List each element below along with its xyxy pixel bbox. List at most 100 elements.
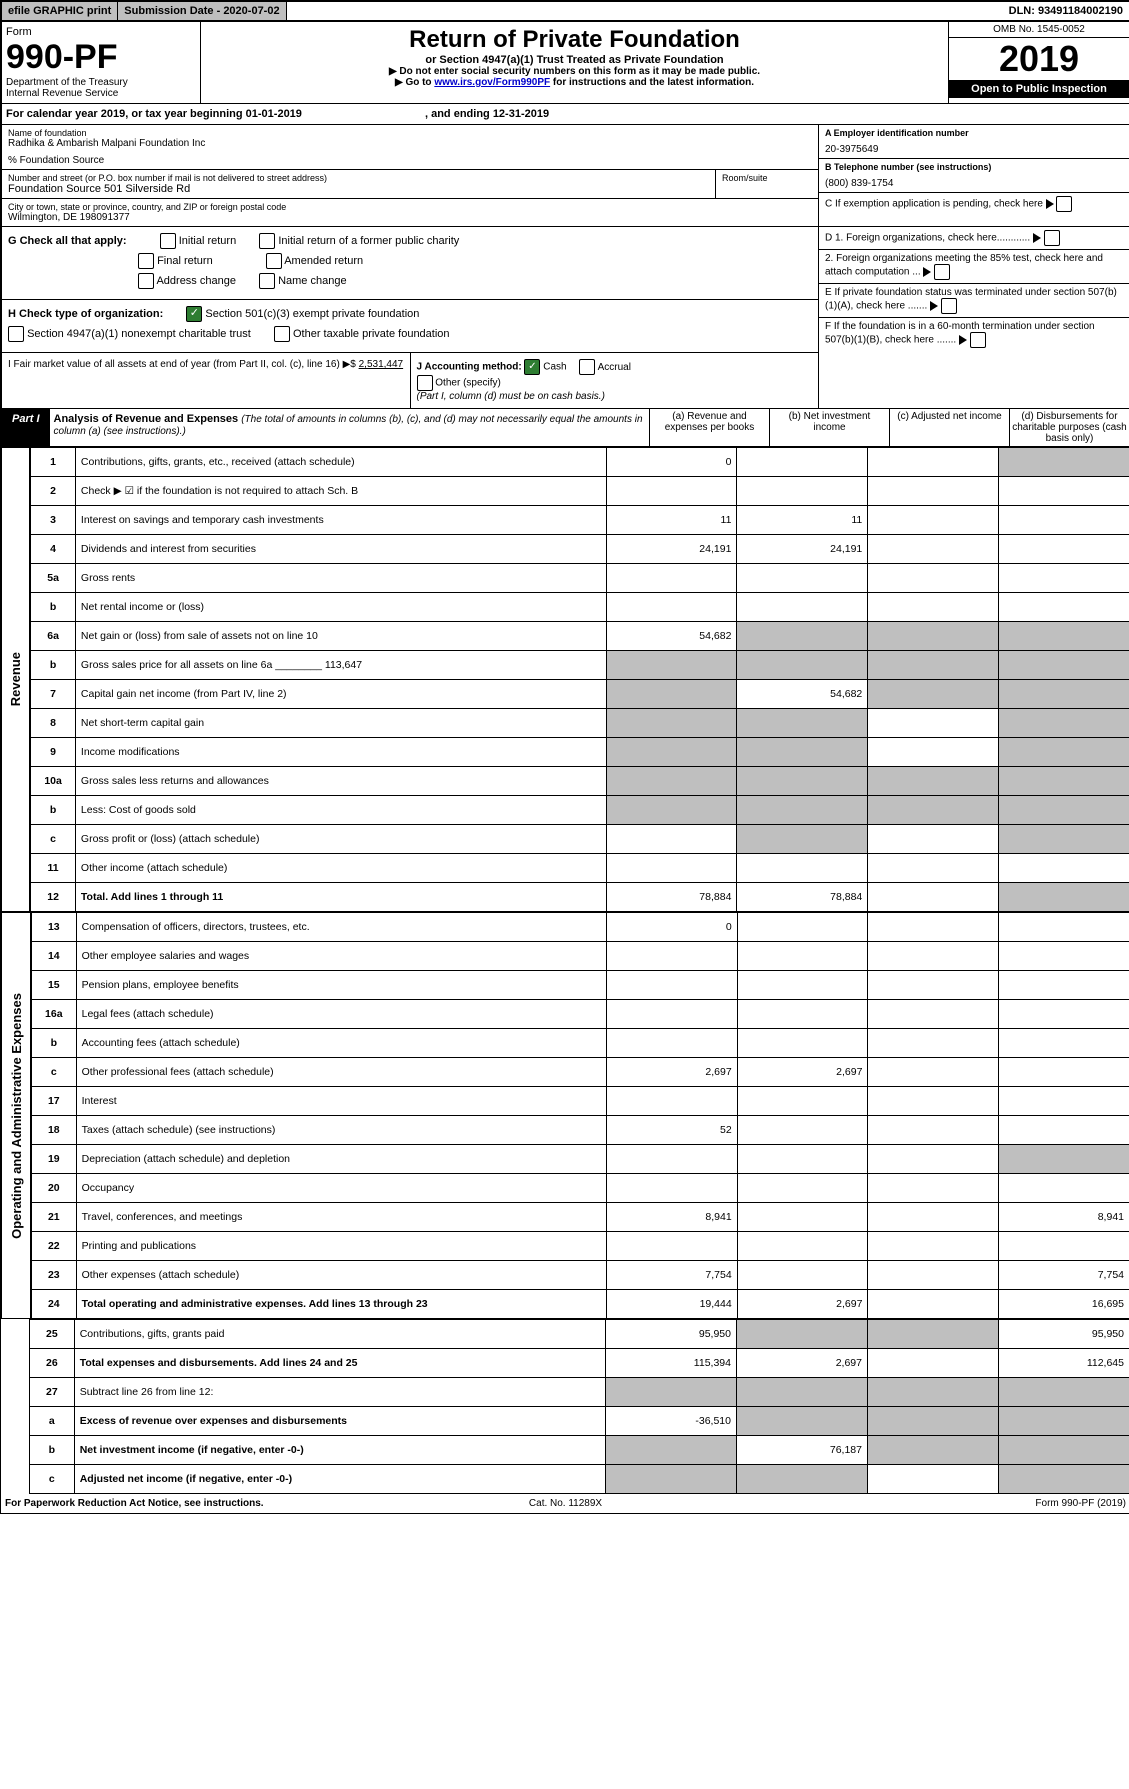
chk-initial[interactable] [160, 233, 176, 249]
chk-other-method[interactable] [417, 375, 433, 391]
phone-cell: B Telephone number (see instructions) (8… [819, 159, 1129, 193]
city-cell: City or town, state or province, country… [2, 199, 818, 226]
table-row: 4Dividends and interest from securities2… [31, 535, 1129, 564]
table-row: bLess: Cost of goods sold [31, 796, 1129, 825]
calendar-year-row: For calendar year 2019, or tax year begi… [1, 104, 1129, 125]
header-left: Form 990-PF Department of the Treasury I… [2, 22, 201, 103]
revenue-label: Revenue [1, 447, 30, 912]
note-goto: ▶ Go to www.irs.gov/Form990PF for instru… [205, 77, 944, 88]
table-row: 17Interest [32, 1087, 1129, 1116]
form-header: Form 990-PF Department of the Treasury I… [1, 21, 1129, 104]
chk-other-tax[interactable] [274, 326, 290, 342]
table-row: 3Interest on savings and temporary cash … [31, 506, 1129, 535]
paperwork-notice: For Paperwork Reduction Act Notice, see … [5, 1498, 379, 1509]
omb-number: OMB No. 1545-0052 [949, 22, 1129, 38]
chk-accrual[interactable] [579, 359, 595, 375]
chk-501c3[interactable]: ✓ [186, 306, 202, 322]
entity-info: Name of foundation Radhika & Ambarish Ma… [1, 125, 1129, 227]
table-row: 14Other employee salaries and wages [32, 942, 1129, 971]
ein-cell: A Employer identification number 20-3975… [819, 125, 1129, 159]
d2-cell: 2. Foreign organizations meeting the 85%… [819, 250, 1129, 284]
irs-link[interactable]: www.irs.gov/Form990PF [434, 77, 550, 88]
table-row: bNet rental income or (loss) [31, 593, 1129, 622]
table-row: 6aNet gain or (loss) from sale of assets… [31, 622, 1129, 651]
table-row: 5aGross rents [31, 564, 1129, 593]
f-cell: F If the foundation is in a 60-month ter… [819, 318, 1129, 351]
col-d: (d) Disbursements for charitable purpose… [1010, 409, 1129, 446]
checkbox-c[interactable] [1056, 196, 1072, 212]
header-right: OMB No. 1545-0052 2019 Open to Public In… [948, 22, 1129, 103]
col-a: (a) Revenue and expenses per books [650, 409, 770, 446]
revenue-table: 1Contributions, gifts, grants, etc., rec… [30, 447, 1129, 912]
footer: For Paperwork Reduction Act Notice, see … [1, 1494, 1129, 1513]
table-row: 12Total. Add lines 1 through 1178,88478,… [31, 883, 1129, 912]
table-row: 16aLegal fees (attach schedule) [32, 1000, 1129, 1029]
open-inspection: Open to Public Inspection [949, 80, 1129, 98]
part1-header: Part I Analysis of Revenue and Expenses … [1, 409, 1129, 447]
chk-d1[interactable] [1044, 230, 1060, 246]
section-g-through-f: G Check all that apply: Initial return I… [1, 227, 1129, 409]
table-row: cGross profit or (loss) (attach schedule… [31, 825, 1129, 854]
col-b: (b) Net investment income [770, 409, 890, 446]
table-row: aExcess of revenue over expenses and dis… [30, 1407, 1129, 1436]
table-row: 10aGross sales less returns and allowanc… [31, 767, 1129, 796]
top-bar: efile GRAPHIC print Submission Date - 20… [1, 1, 1129, 21]
tax-year: 2019 [949, 38, 1129, 80]
table-row: bAccounting fees (attach schedule) [32, 1029, 1129, 1058]
table-row: 20Occupancy [32, 1174, 1129, 1203]
expenses-section: Operating and Administrative Expenses 13… [1, 912, 1129, 1319]
table-row: 8Net short-term capital gain [31, 709, 1129, 738]
table-row: bGross sales price for all assets on lin… [31, 651, 1129, 680]
chk-former[interactable] [259, 233, 275, 249]
table-row: 25Contributions, gifts, grants paid95,95… [30, 1320, 1129, 1349]
form-number: 990-PF [6, 38, 196, 77]
table-row: cOther professional fees (attach schedul… [32, 1058, 1129, 1087]
part1-tag: Part I [2, 409, 50, 446]
chk-d2[interactable] [934, 264, 950, 280]
address-row: Number and street (or P.O. box number if… [2, 170, 818, 199]
column-headers: (a) Revenue and expenses per books (b) N… [649, 409, 1129, 446]
table-row: bNet investment income (if negative, ent… [30, 1436, 1129, 1465]
submission-date: Submission Date - 2020-07-02 [118, 2, 286, 20]
dln-label: DLN: 93491184002190 [1003, 2, 1129, 20]
form-title: Return of Private Foundation [205, 26, 944, 54]
section-g: G Check all that apply: Initial return I… [2, 227, 818, 300]
chk-e[interactable] [941, 298, 957, 314]
e-cell: E If private foundation status was termi… [819, 284, 1129, 318]
chk-address[interactable] [138, 273, 154, 289]
arrow-icon [1046, 199, 1054, 209]
d1-cell: D 1. Foreign organizations, check here..… [819, 227, 1129, 250]
chk-4947[interactable] [8, 326, 24, 342]
table-row: 2Check ▶ ☑ if the foundation is not requ… [31, 477, 1129, 506]
efile-button[interactable]: efile GRAPHIC print [2, 2, 118, 20]
chk-f[interactable] [970, 332, 986, 348]
section-def: D 1. Foreign organizations, check here..… [819, 227, 1129, 408]
chk-final[interactable] [138, 253, 154, 269]
form-page: efile GRAPHIC print Submission Date - 20… [0, 0, 1129, 1514]
chk-amended[interactable] [266, 253, 282, 269]
chk-name[interactable] [259, 273, 275, 289]
table-row: 13Compensation of officers, directors, t… [32, 913, 1129, 942]
table-row: 9Income modifications [31, 738, 1129, 767]
table-row: 18Taxes (attach schedule) (see instructi… [32, 1116, 1129, 1145]
expenses-label: Operating and Administrative Expenses [1, 912, 31, 1319]
table-row: 24Total operating and administrative exp… [32, 1290, 1129, 1319]
part1-desc: Analysis of Revenue and Expenses (The to… [50, 409, 649, 446]
col-c: (c) Adjusted net income [890, 409, 1010, 446]
table-row: 19Depreciation (attach schedule) and dep… [32, 1145, 1129, 1174]
table-row: 21Travel, conferences, and meetings8,941… [32, 1203, 1129, 1232]
revenue-section: Revenue 1Contributions, gifts, grants, e… [1, 447, 1129, 912]
table-row: 11Other income (attach schedule) [31, 854, 1129, 883]
form-subtitle: or Section 4947(a)(1) Trust Treated as P… [205, 54, 944, 66]
dept-label: Department of the Treasury [6, 77, 196, 88]
chk-cash[interactable]: ✓ [524, 359, 540, 375]
section-h: H Check type of organization: ✓ Section … [2, 300, 818, 353]
info-right: A Employer identification number 20-3975… [819, 125, 1129, 226]
section-ij: I Fair market value of all assets at end… [2, 353, 818, 408]
irs-label: Internal Revenue Service [6, 88, 196, 99]
table-row: 26Total expenses and disbursements. Add … [30, 1349, 1129, 1378]
info-left: Name of foundation Radhika & Ambarish Ma… [2, 125, 819, 226]
header-center: Return of Private Foundation or Section … [201, 22, 948, 103]
table-row: 1Contributions, gifts, grants, etc., rec… [31, 448, 1129, 477]
table-row: cAdjusted net income (if negative, enter… [30, 1465, 1129, 1494]
